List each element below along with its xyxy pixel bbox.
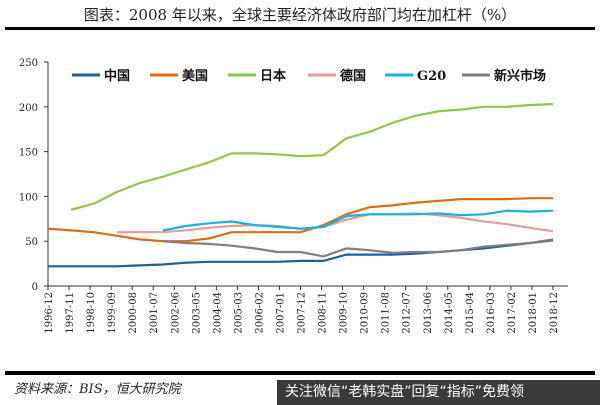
series-line-2 bbox=[70, 103, 554, 211]
x-tick-label: 2009-10 bbox=[339, 292, 350, 334]
y-tick-label: 150 bbox=[19, 148, 38, 159]
x-tick-label: 2004-04 bbox=[212, 292, 223, 334]
x-tick-label: 2001-07 bbox=[149, 292, 160, 334]
line-chart: 0 50 100 150 200 250 1996-12 1997-11 1998-10 1999… bbox=[19, 58, 568, 334]
x-tick-label: 1996-12 bbox=[44, 292, 55, 334]
y-tick-label: 200 bbox=[19, 103, 38, 114]
x-tick-label: 2005-03 bbox=[233, 292, 244, 334]
x-tick-label: 2008-11 bbox=[318, 292, 329, 334]
series-line-0 bbox=[48, 239, 554, 268]
series-line-4 bbox=[162, 209, 554, 232]
x-tick-label: 2002-06 bbox=[170, 292, 181, 334]
x-tick-label: 2011-08 bbox=[381, 292, 392, 334]
top-divider bbox=[5, 27, 595, 30]
x-tick-label: 2007-12 bbox=[297, 292, 308, 334]
legend-label: 新兴市场 bbox=[494, 68, 546, 84]
legend-label: 美国 bbox=[182, 68, 208, 84]
series-line-3 bbox=[116, 212, 554, 234]
x-tick-label: 2016-03 bbox=[486, 292, 497, 334]
legend-label: 德国 bbox=[340, 68, 366, 84]
series-line-1 bbox=[47, 197, 553, 243]
chart-title: 图表：2008 年以来，全球主要经济体政府部门均在加杠杆（%） bbox=[83, 6, 517, 24]
x-tick-label: 2013-06 bbox=[423, 292, 434, 334]
bottom-divider bbox=[5, 371, 595, 375]
y-tick-label: 250 bbox=[19, 58, 38, 69]
x-tick-label: 2007-01 bbox=[275, 292, 286, 334]
legend-label: 中国 bbox=[104, 68, 130, 84]
x-tick-label: 1999-09 bbox=[107, 292, 118, 334]
x-tick-label: 2012-07 bbox=[402, 292, 413, 334]
x-tick-label: 1998-10 bbox=[86, 292, 97, 334]
x-tick-label: 2006-02 bbox=[254, 292, 265, 334]
x-tick-label: 1997-11 bbox=[65, 292, 76, 334]
x-tick-label: 2017-02 bbox=[507, 292, 518, 334]
x-tick-label: 2015-04 bbox=[465, 292, 476, 334]
watermark-banner: 关注微信“老韩实盘”回复“指标”免费领 bbox=[277, 380, 600, 405]
y-tick-label: 0 bbox=[32, 282, 38, 293]
legend-label: 日本 bbox=[260, 68, 286, 84]
x-tick-label: 2014-05 bbox=[444, 292, 455, 334]
x-tick-label: 2000-08 bbox=[128, 292, 139, 334]
series-line-5 bbox=[162, 238, 554, 258]
x-tick-label: 2010-09 bbox=[360, 292, 371, 334]
source-note: 资料来源：BIS，恒大研究院 bbox=[14, 382, 181, 397]
y-tick-label: 100 bbox=[19, 192, 38, 203]
x-tick-label: 2003-05 bbox=[191, 292, 202, 334]
y-tick-label: 50 bbox=[25, 237, 38, 248]
x-tick-label: 2018-01 bbox=[528, 292, 539, 334]
legend-label: G20 bbox=[417, 69, 446, 84]
x-tick-label: 2018-12 bbox=[549, 292, 560, 334]
